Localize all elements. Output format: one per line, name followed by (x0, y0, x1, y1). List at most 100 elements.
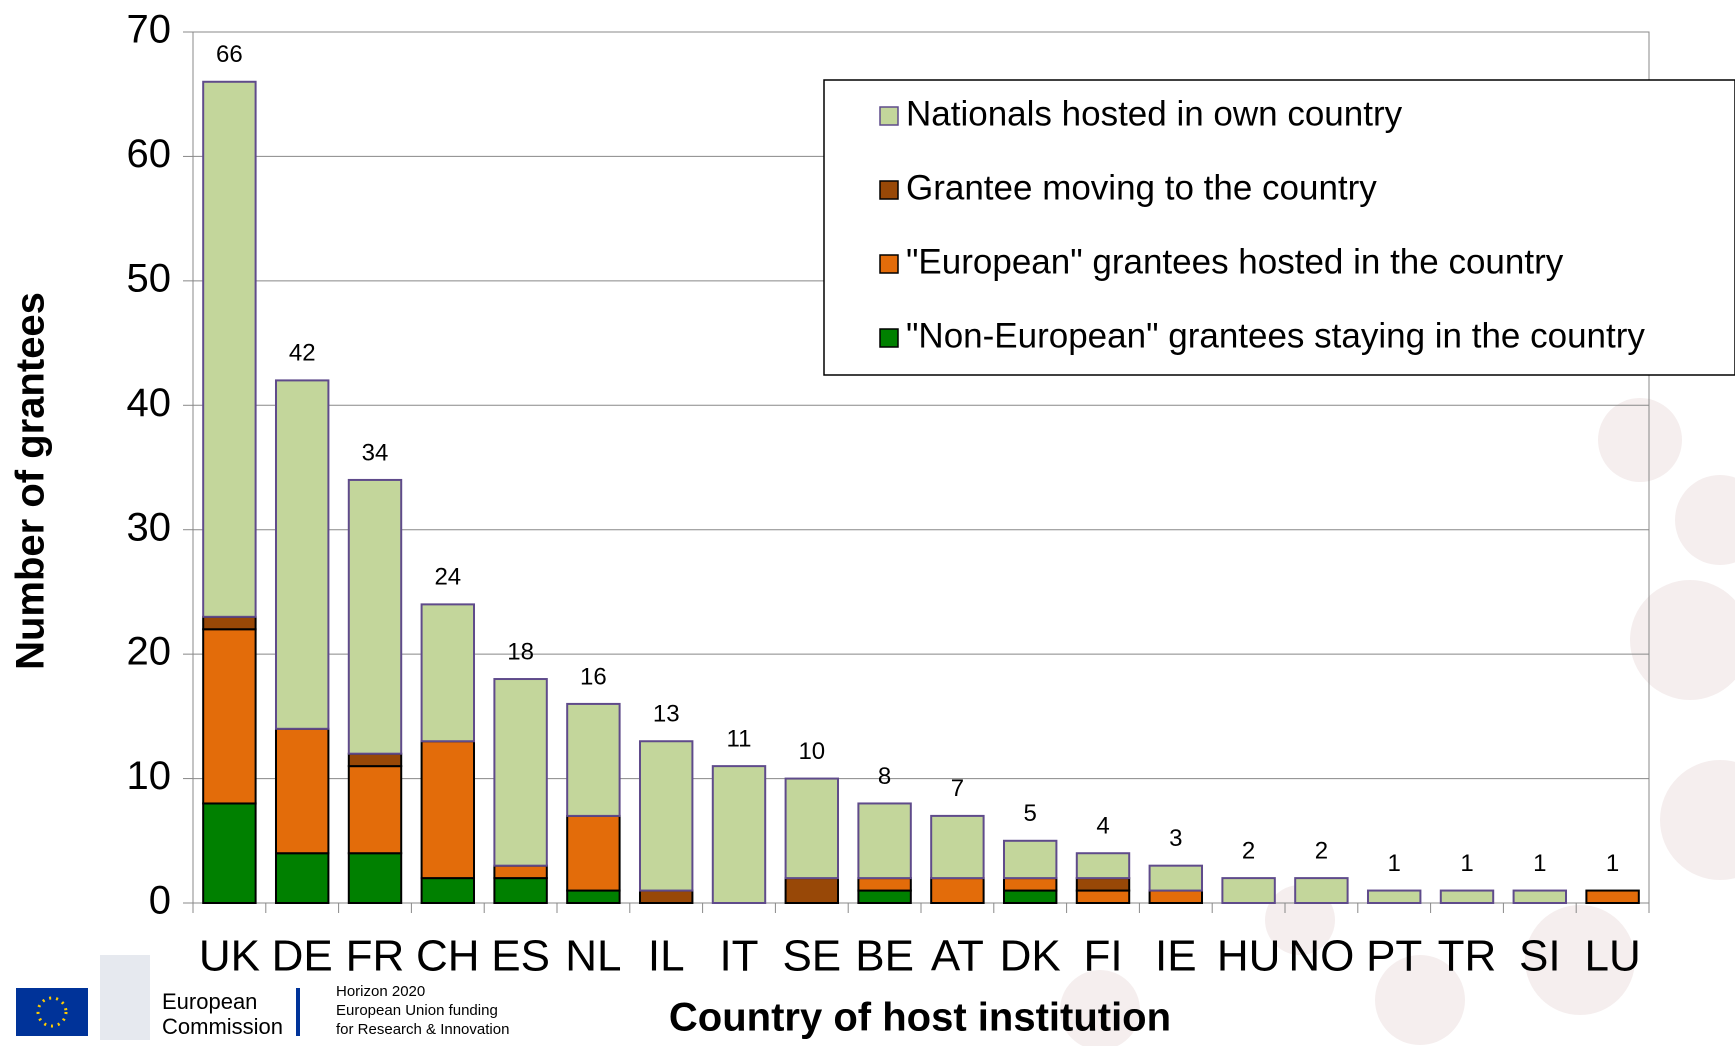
x-tick-label: FR (346, 932, 405, 981)
program-line: Horizon 2020 (336, 983, 425, 1000)
bar-segment (638, 889, 694, 904)
x-tick-label: SI (1519, 932, 1561, 981)
bar-segment (202, 615, 257, 631)
y-tick-label: 0 (149, 879, 171, 923)
bar-segment (1075, 877, 1131, 892)
y-tick-label: 60 (127, 132, 172, 176)
x-tick-label: ES (491, 932, 550, 981)
bar-segment (347, 852, 403, 905)
total-label: 5 (1024, 800, 1037, 827)
bar-segment (638, 740, 694, 892)
bar-segment (420, 877, 476, 904)
bar-segment (566, 889, 621, 904)
total-label: 7 (951, 775, 964, 802)
x-tick-label: AT (931, 932, 984, 981)
bar-segment (347, 752, 403, 768)
legend-box (823, 79, 1735, 376)
bar-segment (274, 727, 330, 855)
bar-segment (1366, 889, 1422, 904)
x-tick-label: FI (1083, 932, 1122, 981)
total-label: 24 (434, 564, 461, 591)
legend-swatch (879, 180, 899, 200)
x-tick-label: BE (855, 932, 914, 981)
bar-segment (1075, 889, 1131, 904)
legend-label: Nationals hosted in own country (906, 94, 1403, 133)
total-label: 16 (580, 663, 607, 690)
total-label: 1 (1460, 850, 1473, 877)
total-label: 3 (1169, 825, 1182, 852)
bar-segment (857, 889, 912, 904)
total-label: 66 (216, 41, 243, 68)
bar-segment (274, 852, 330, 905)
x-tick-label: CH (416, 932, 480, 981)
bar-segment (420, 603, 476, 743)
total-label: 2 (1315, 837, 1328, 864)
total-label: 34 (362, 439, 389, 466)
bar-segment (1294, 877, 1349, 904)
x-tick-label: PT (1366, 932, 1422, 981)
x-tick-label: SE (782, 932, 841, 981)
bar-segment (202, 802, 257, 905)
bar-segment (566, 702, 621, 817)
x-tick-label: NL (565, 932, 621, 981)
bar-segment (1002, 839, 1058, 880)
y-tick-label: 10 (127, 754, 172, 798)
x-tick-label: IE (1155, 932, 1197, 981)
x-tick-label: DE (272, 932, 333, 981)
org-line: European (162, 989, 257, 1014)
x-tick-label: LU (1584, 932, 1640, 981)
bar-segment (857, 802, 912, 880)
bar-segment (1585, 889, 1640, 904)
y-axis-title: Number of grantees (9, 292, 53, 670)
y-tick-label: 40 (127, 381, 172, 425)
total-label: 1 (1533, 850, 1546, 877)
y-tick-label: 30 (127, 505, 172, 549)
legend-swatch (879, 254, 899, 274)
bar-segment (1075, 852, 1131, 880)
bar-segment (493, 678, 548, 867)
bar-segment (202, 80, 257, 618)
legend-label: "Non-European" grantees staying in the c… (906, 316, 1645, 355)
x-tick-label: HU (1217, 932, 1281, 981)
bar-segment (1002, 889, 1058, 904)
bar-segment (930, 814, 985, 880)
bar-segment (274, 379, 330, 730)
total-label: 13 (653, 701, 680, 728)
bar-segment (1512, 889, 1568, 904)
bar-segment (1148, 889, 1204, 904)
bar-segment (347, 478, 403, 755)
x-tick-label: DK (1000, 932, 1061, 981)
program-line: for Research & Innovation (336, 1021, 509, 1038)
x-tick-label: IL (648, 932, 685, 981)
bar-segment (420, 740, 476, 880)
total-label: 8 (878, 763, 891, 790)
org-line: Commission (162, 1014, 283, 1039)
bar-segment (1148, 864, 1204, 892)
legend-swatch (879, 328, 899, 348)
y-tick-label: 70 (127, 8, 172, 52)
logo: European Commission Horizon 2020 Europea… (16, 955, 509, 1040)
bar-segment (711, 765, 767, 905)
program-line: European Union funding (336, 1002, 498, 1019)
total-label: 11 (727, 725, 752, 752)
bar-segment (202, 628, 257, 805)
x-tick-label: UK (199, 932, 260, 981)
total-label: 10 (798, 738, 825, 765)
legend-label: "European" grantees hosted in the countr… (906, 242, 1564, 281)
legend-label: Grantee moving to the country (906, 168, 1377, 207)
bar-segment (1002, 877, 1058, 892)
x-tick-label: NO (1288, 932, 1354, 981)
bar-segment (1439, 889, 1495, 904)
bar-segment (857, 877, 912, 892)
legend-swatch (879, 106, 899, 126)
bar-segment (784, 777, 840, 880)
x-tick-label: IT (719, 932, 758, 981)
y-tick-label: 20 (127, 630, 172, 674)
x-tick-label: TR (1438, 932, 1497, 981)
total-label: 4 (1096, 813, 1109, 840)
total-label: 42 (289, 340, 316, 367)
total-label: 2 (1242, 837, 1255, 864)
total-label: 1 (1388, 850, 1401, 877)
bar-segment (1221, 877, 1276, 904)
